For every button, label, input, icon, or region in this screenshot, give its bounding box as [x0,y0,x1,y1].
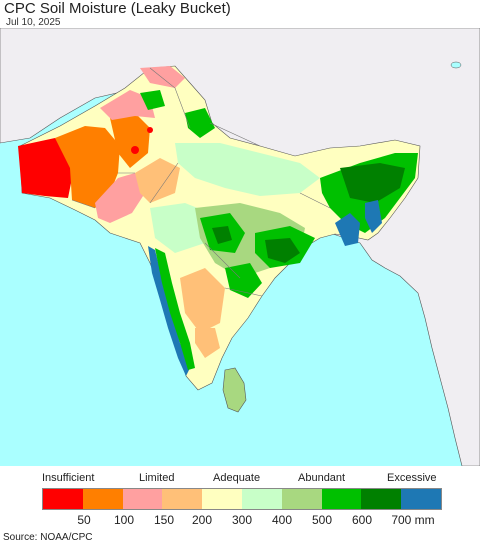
soil-moisture-map [0,28,480,466]
legend-label-insufficient: Insufficient [42,472,95,484]
zone-green-punjab [140,90,165,110]
zone-excessive-westcoast [148,246,190,376]
zone-limited-north [100,90,155,120]
spot-red [131,146,139,154]
zone-darkgreen-mp [212,226,232,244]
legend-label-limited: Limited [139,472,175,484]
zone-green-westcoast [155,248,195,370]
legend-category-labels: Insufficient Limited Adequate Abundant E… [0,472,480,486]
zone-excessive-bengal [335,213,360,246]
legend-tick: 400 [271,513,293,527]
legend-label-adequate: Adequate [213,472,261,484]
legend-color-bar [42,488,442,510]
legend-tick: 500 [311,513,333,527]
legend-swatch-7 [321,489,362,509]
legend-swatch-6 [281,489,322,509]
legend-tick: 150 [153,513,175,527]
lake [450,61,462,69]
zone-peach-rajasthan [135,158,180,203]
zone-orange-west [55,126,120,208]
spot-red-2 [147,127,153,133]
legend-swatch-4 [202,489,242,509]
source-credit: Source: NOAA/CPC [3,532,93,543]
zone-peach-south [195,328,220,358]
zone-limited-sindh [95,173,145,223]
legend-tick: 200 [191,513,213,527]
legend-label-excessive: Excessive [387,472,437,484]
zone-green-deccan [225,263,262,298]
zone-green-north [185,108,215,138]
legend-swatch-1 [82,489,123,509]
zone-excessive-ne [365,200,382,233]
legend-tick: 700 mm [391,513,435,527]
zone-darkgreen-ne [340,163,405,203]
zone-peach-deccan [180,268,225,333]
zone-orange-central [110,113,150,168]
legend-swatch-2 [122,489,163,509]
legend-label-abundant: Abundant [298,472,346,484]
zone-lightgreen-central [150,203,210,253]
chart-title: CPC Soil Moisture (Leaky Bucket) [4,0,231,17]
legend-swatch-8 [361,489,402,509]
zone-insufficient [18,138,72,198]
surrounding-land [0,28,480,466]
legend-ticks: 50 100 150 200 300 400 500 600 700 mm [0,513,480,527]
zone-lightgreen-gangetic [175,143,320,196]
chart-date: Jul 10, 2025 [6,17,61,28]
legend-swatch-5 [241,489,282,509]
legend-swatch-0 [43,489,83,509]
sri-lanka [222,367,247,413]
legend-tick: 100 [113,513,135,527]
legend-swatch-9 [401,489,441,509]
zone-darkgreen-east [265,238,300,263]
legend-tick: 300 [231,513,253,527]
border-lines [71,67,331,297]
legend-tick: 600 [351,513,373,527]
zone-limited-kashmir [140,66,185,88]
legend-swatch-3 [162,489,203,509]
legend-tick: 50 [77,513,91,527]
